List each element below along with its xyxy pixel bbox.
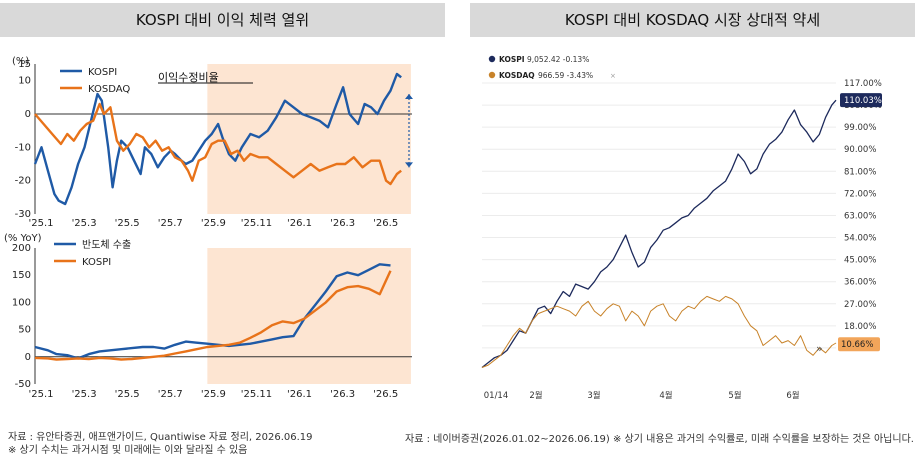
legend-label: 반도체 수출 [82,239,131,251]
y-tick-label: 63.00% [844,211,876,221]
right-title: KOSPI 대비 KOSDAQ 시장 상대적 약세 [470,3,915,37]
chart-earnings-revision: 15 10 0 -10 -20 -30 (%) '25.1 '25.3 '25.5 '25.7 '25… [12,56,413,227]
y-tick-label: -10 [15,142,31,153]
x-tick-label: '25.3 [72,389,97,400]
x-tick-label: 4월 [659,390,672,401]
y-tick-label: 54.00% [844,234,876,244]
shade-region [207,64,411,214]
legend-value: 966.59 -3.43% [538,71,593,80]
x-tick-label: '26.5 [373,389,398,400]
x-tick-label: '25.5 [115,218,140,227]
right-footer-source: 자료 : 네이버증권(2026.01.02~2026.06.19) ※ 상기 내… [405,434,914,445]
x-tick-label: '25.7 [158,389,183,400]
y-tick-label: 117.00% [844,79,882,89]
series-line-1 [34,270,392,361]
y-tick-label: 18.00% [844,322,876,332]
x-tick-label: '25.1 [28,389,53,400]
kosdaq-last-tag [838,337,880,352]
y-tick-label: -50 [15,379,31,390]
x-tick-label: '25.11 [241,389,272,400]
x-tick-label: 01/14 [484,391,509,401]
x-tick-label: 2월 [529,390,542,401]
x-tick-label: 3월 [587,390,600,401]
y-tick-label: 150 [12,270,31,281]
gap-arrow-head-down [405,162,413,168]
y-tick-label: 100 [12,297,31,308]
y-tick-label: 45.00% [844,256,876,266]
series-line-0 [33,72,402,206]
series-line-1 [34,102,402,186]
x-tick-label: '26.3 [330,218,355,227]
y-axis-title: (%) [12,56,29,67]
series-line-1 [481,295,837,368]
chart-kospi-vs-kosdaq: 117.00%108.00%99.00%90.00%81.00%72.00%63… [481,55,882,401]
y-tick-label: -30 [15,209,31,220]
y-tick-label: 15 [18,59,31,70]
left-footer-note: ※ 상기 수치는 과거시점 및 미래에는 이와 달라질 수 있음 [8,445,248,456]
y-tick-label: -20 [15,176,31,187]
y-tick-label: 36.00% [844,278,876,288]
gap-arrow-head-up [405,94,413,99]
x-tick-label: '26.5 [373,218,398,227]
kospi-last-tag [840,93,882,108]
legend-label: KOSPI [88,67,117,78]
y-tick-label: 200 [12,243,31,254]
x-tick-label: '25.5 [115,389,140,400]
legend-close-icon: × [610,72,616,80]
legend-label: KOSDAQ [88,84,130,95]
x-tick-label: '26.3 [330,389,355,400]
kospi-last-value: 110.03% [844,96,882,106]
y-tick-label: 27.00% [844,300,876,310]
series-line-0 [481,99,837,369]
x-tick-label: '26.1 [287,218,312,227]
legend-dot [488,71,496,79]
kosdaq-last-value: 10.66% [841,340,873,350]
y-axis-title: (% YoY) [4,233,42,244]
chart-subtitle: 이익수정비율 [158,71,219,84]
y-tick-label: 90.00% [844,145,876,155]
scroll-right-icon: » [816,342,823,355]
x-tick-label: '26.1 [287,389,312,400]
x-tick-label: '25.9 [201,389,226,400]
y-tick-label: 81.00% [844,167,876,177]
y-tick-label: 0 [25,352,31,363]
x-tick-label: '25.3 [72,218,97,227]
x-tick-label: 6월 [786,390,799,401]
y-tick-label: 0 [25,109,31,120]
x-tick-label: '25.9 [201,218,226,227]
legend-value: 9,052.42 -0.13% [527,55,589,64]
legend-name: KOSPI [499,55,525,64]
x-tick-label: '25.7 [158,218,183,227]
y-tick-label: 99.00% [844,123,876,133]
x-tick-label: '25.1 [28,218,53,227]
x-tick-label: 5월 [728,390,741,401]
legend-dot [488,55,496,63]
y-tick-label: 10 [18,76,31,87]
legend-name: KOSDAQ [499,71,535,80]
y-tick-label: 50 [18,325,31,336]
legend-label: KOSPI [82,257,111,268]
x-tick-label: '25.11 [241,218,272,227]
left-footer-source: 자료 : 유안타증권, 애프앤가이드, Quantiwise 자료 정리, 20… [8,432,313,443]
series-line-0 [34,263,391,360]
y-tick-label: 72.00% [844,189,876,199]
left-title: KOSPI 대비 이익 체력 열위 [0,3,445,37]
chart-semiconductor-export: 200 150 100 50 0 -50 (% YoY) '25.1 '25.3 '25.5 '25… [4,233,412,400]
